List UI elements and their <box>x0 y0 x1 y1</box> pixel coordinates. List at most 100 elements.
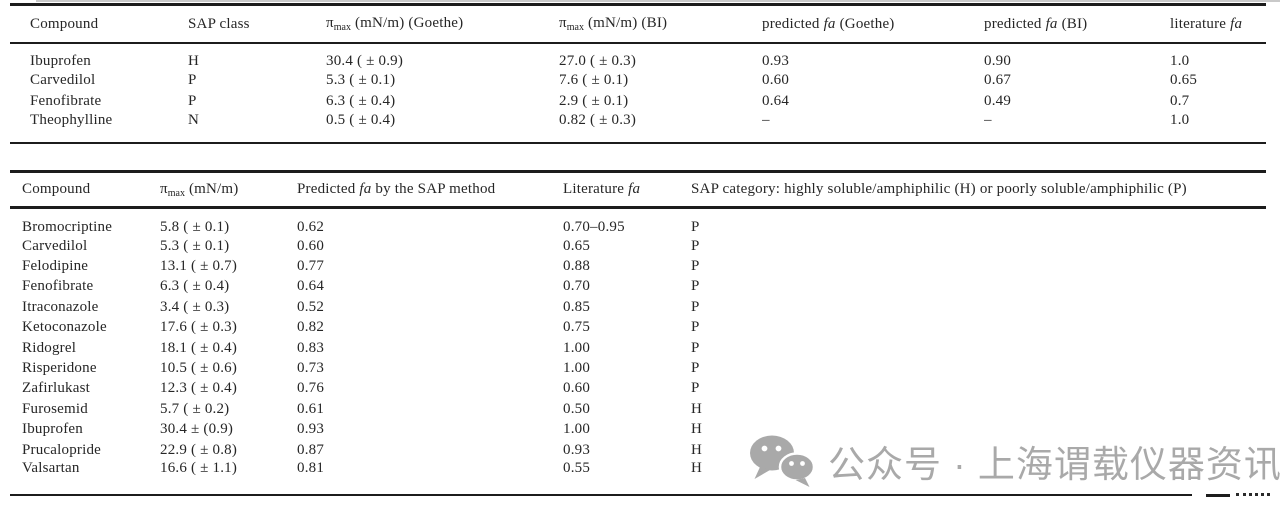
table-cell: 1.0 <box>1170 112 1190 128</box>
table1-header: Compound SAP class πmax (mN/m) (Goethe) … <box>10 4 1266 44</box>
table-cell: Zafirlukast <box>22 380 91 397</box>
column-header-pimax-goethe: πmax (mN/m) (Goethe) <box>326 4 559 44</box>
table-cell: Carvedilol <box>22 237 88 254</box>
table-cell: Furosemid <box>22 400 88 417</box>
table-cell: 0.65 <box>563 237 591 254</box>
table-row: Theophylline N 0.5 ( ± 0.4) 0.82 ( ± 0.3) – –… <box>10 112 1266 143</box>
table-row: Fenofibrate 6.3 ( ± 0.4) 0.64 0.70 P <box>10 277 1266 297</box>
table-cell: 3.4 ( ± 0.3) <box>160 298 230 315</box>
table-row: Zafirlukast 12.3 ( ± 0.4) 0.76 0.60 P <box>10 379 1266 399</box>
table-cell: Ibuprofen <box>30 53 91 69</box>
column-header-predicted-fa-bi: predicted fa (BI) <box>984 4 1170 44</box>
table1-container: Compound SAP class πmax (mN/m) (Goethe) … <box>10 3 1266 144</box>
table2-container: Compound πmax (mN/m) Predicted fa by the… <box>10 170 1270 497</box>
table-cell: 0.70–0.95 <box>563 219 625 235</box>
table-cell: 5.7 ( ± 0.2) <box>160 400 230 417</box>
table-cell: 0.7 <box>1170 93 1190 109</box>
table-cell: P <box>691 278 700 295</box>
table-cell: 0.76 <box>297 380 325 397</box>
table-cell: 13.1 ( ± 0.7) <box>160 258 238 275</box>
table-cell: 0.88 <box>563 258 591 275</box>
table-cell: Fenofibrate <box>30 93 102 109</box>
table-cell: 0.83 <box>297 339 325 356</box>
column-header-sap-category: SAP category: highly soluble/amphiphilic… <box>691 171 1266 209</box>
table-cell: 0.5 ( ± 0.4) <box>326 112 396 128</box>
table-cell: 0.77 <box>297 258 325 275</box>
table-cell: H <box>188 53 200 69</box>
scan-top-ghost-line <box>36 0 1280 2</box>
table-cell: P <box>691 298 700 315</box>
table-cell: 5.3 ( ± 0.1) <box>160 237 230 254</box>
table-cell: Felodipine <box>22 258 89 275</box>
table-row: Carvedilol P 5.3 ( ± 0.1) 7.6 ( ± 0.1) 0.60 0… <box>10 70 1266 91</box>
table2-bottom-rule-dash-artifact <box>1206 494 1230 497</box>
table-row: Ketoconazole 17.6 ( ± 0.3) 0.82 0.75 P <box>10 318 1266 338</box>
column-header-pimax: πmax (mN/m) <box>160 171 297 209</box>
table-cell: 0.85 <box>563 298 591 315</box>
table-cell: 6.3 ( ± 0.4) <box>326 93 396 109</box>
column-header-literature-fa: Literature fa <box>563 171 691 209</box>
column-header-predicted-fa-sap: Predicted fa by the SAP method <box>297 171 563 209</box>
table-row: Prucalopride 22.9 ( ± 0.8) 0.87 0.93 H <box>10 440 1266 460</box>
table-cell: P <box>188 72 197 88</box>
table-cell: 1.0 <box>1170 53 1190 69</box>
table-cell: 30.4 ( ± 0.9) <box>326 53 404 69</box>
table-cell: 0.52 <box>297 298 325 315</box>
table-cell: P <box>691 339 700 356</box>
table2-body: Bromocriptine 5.8 ( ± 0.1) 0.62 0.70–0.95 P C… <box>10 208 1266 488</box>
table-cell: 0.49 <box>984 93 1012 109</box>
table-row: Fenofibrate P 6.3 ( ± 0.4) 2.9 ( ± 0.1) 0.64… <box>10 91 1266 112</box>
table-cell: 0.67 <box>984 72 1012 88</box>
table-row: Bromocriptine 5.8 ( ± 0.1) 0.62 0.70–0.95 P <box>10 208 1266 237</box>
table-row: Ibuprofen H 30.4 ( ± 0.9) 27.0 ( ± 0.3) 0.93… <box>10 43 1266 70</box>
table2-bottom-rule-dots-artifact <box>1236 492 1270 496</box>
table-cell: 5.3 ( ± 0.1) <box>326 72 396 88</box>
table-cell: 12.3 ( ± 0.4) <box>160 380 238 397</box>
column-header-compound: Compound <box>10 171 160 209</box>
table-cell: 1.00 <box>563 360 591 377</box>
table-cell: 6.3 ( ± 0.4) <box>160 278 230 295</box>
table-cell: H <box>691 460 703 477</box>
table-cell: 5.8 ( ± 0.1) <box>160 219 230 235</box>
table-cell: Ketoconazole <box>22 319 107 336</box>
table-cell: 0.82 ( ± 0.3) <box>559 112 637 128</box>
table-cell: – <box>762 112 770 128</box>
table-row: Carvedilol 5.3 ( ± 0.1) 0.60 0.65 P <box>10 236 1266 256</box>
table2-header-row: Compound πmax (mN/m) Predicted fa by the… <box>10 171 1266 209</box>
table-cell: Ibuprofen <box>22 421 83 438</box>
table-cell: 22.9 ( ± 0.8) <box>160 441 238 458</box>
table1-header-row: Compound SAP class πmax (mN/m) (Goethe) … <box>10 4 1266 44</box>
table-cell: 0.75 <box>563 319 591 336</box>
table-cell: – <box>984 112 992 128</box>
table-cell: Ridogrel <box>22 339 77 356</box>
table-cell: 2.9 ( ± 0.1) <box>559 93 629 109</box>
table-row: Felodipine 13.1 ( ± 0.7) 0.77 0.88 P <box>10 256 1266 276</box>
table-cell: Prucalopride <box>22 441 102 458</box>
table-row: Ridogrel 18.1 ( ± 0.4) 0.83 1.00 P <box>10 338 1266 358</box>
table-cell: Itraconazole <box>22 298 99 315</box>
table2-header: Compound πmax (mN/m) Predicted fa by the… <box>10 171 1266 209</box>
watermark: 公众号 · 上海谓载仪器资讯 <box>748 434 1280 488</box>
table-cell: 16.6 ( ± 1.1) <box>160 460 238 477</box>
table-cell: 0.64 <box>762 93 790 109</box>
table-row: Ibuprofen 30.4 ± (0.9) 0.93 1.00 H <box>10 420 1266 440</box>
table-cell: 0.50 <box>563 400 591 417</box>
table-cell: H <box>691 421 703 438</box>
table2-bottom-rule <box>10 494 1192 496</box>
table-cell: P <box>691 319 700 336</box>
table-cell: 0.60 <box>563 380 591 397</box>
table-cell: 27.0 ( ± 0.3) <box>559 53 637 69</box>
table-cell: Theophylline <box>30 112 113 128</box>
table-row: Valsartan 16.6 ( ± 1.1) 0.81 0.55 H <box>10 460 1266 487</box>
table-cell: H <box>691 400 703 417</box>
table-cell: Fenofibrate <box>22 278 94 295</box>
table-cell: 30.4 ± (0.9) <box>160 421 234 438</box>
table-cell: P <box>691 237 700 254</box>
table-cell: N <box>188 112 200 128</box>
table-cell: 0.87 <box>297 441 325 458</box>
table-cell: 0.70 <box>563 278 591 295</box>
table-row: Furosemid 5.7 ( ± 0.2) 0.61 0.50 H <box>10 399 1266 419</box>
results-table-goethe-bi: Compound SAP class πmax (mN/m) (Goethe) … <box>10 3 1266 144</box>
column-header-predicted-fa-goethe: predicted fa (Goethe) <box>762 4 984 44</box>
